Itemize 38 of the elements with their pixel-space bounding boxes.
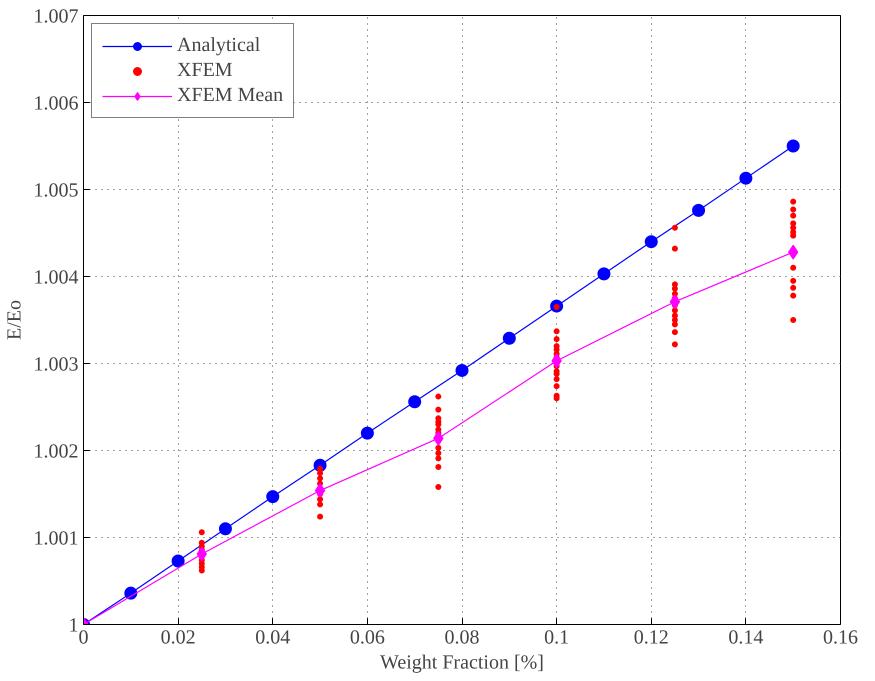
- y-tick-label: 1.005: [34, 180, 78, 202]
- point: [408, 395, 422, 408]
- point: [597, 267, 610, 280]
- x-tick-label: 0.12: [634, 626, 669, 648]
- point: [433, 430, 444, 446]
- legend-label: Analytical: [177, 34, 260, 57]
- y-tick-label: 1.001: [34, 528, 78, 550]
- point: [266, 490, 280, 504]
- x-tick-label: 0.04: [255, 626, 290, 648]
- point: [218, 522, 232, 536]
- point: [314, 483, 326, 498]
- x-tick-label: 0.08: [444, 626, 480, 648]
- legend-label: XFEM: [177, 59, 233, 82]
- y-tick-label: 1.004: [34, 266, 78, 288]
- x-tick-label: 0: [78, 626, 88, 648]
- point: [739, 172, 752, 185]
- x-axis-title: Weight Fraction [%]: [380, 652, 544, 674]
- point: [360, 426, 374, 440]
- x-tick-label: 0.14: [728, 626, 764, 648]
- point: [692, 204, 706, 217]
- point: [172, 554, 185, 568]
- point: [551, 353, 562, 368]
- y-axis-title: E/Eo: [4, 300, 26, 340]
- x-tick-label: 0.02: [160, 626, 196, 648]
- y-tick-label: 1.002: [34, 440, 78, 462]
- point: [502, 332, 516, 345]
- y-tick-label: 1.007: [34, 6, 78, 28]
- y-tick-label: 1: [68, 614, 78, 636]
- x-tick-label: 0.06: [350, 626, 385, 648]
- point: [644, 235, 658, 248]
- y-tick-label: 1.006: [34, 92, 78, 114]
- x-tick-label: 0.16: [823, 626, 858, 648]
- legend-label: XFEM Mean: [177, 84, 284, 107]
- x-tick-label: 0.1: [544, 626, 570, 648]
- point: [670, 294, 680, 310]
- point: [456, 364, 468, 377]
- point: [786, 140, 800, 152]
- y-tick-label: 1.003: [34, 354, 78, 376]
